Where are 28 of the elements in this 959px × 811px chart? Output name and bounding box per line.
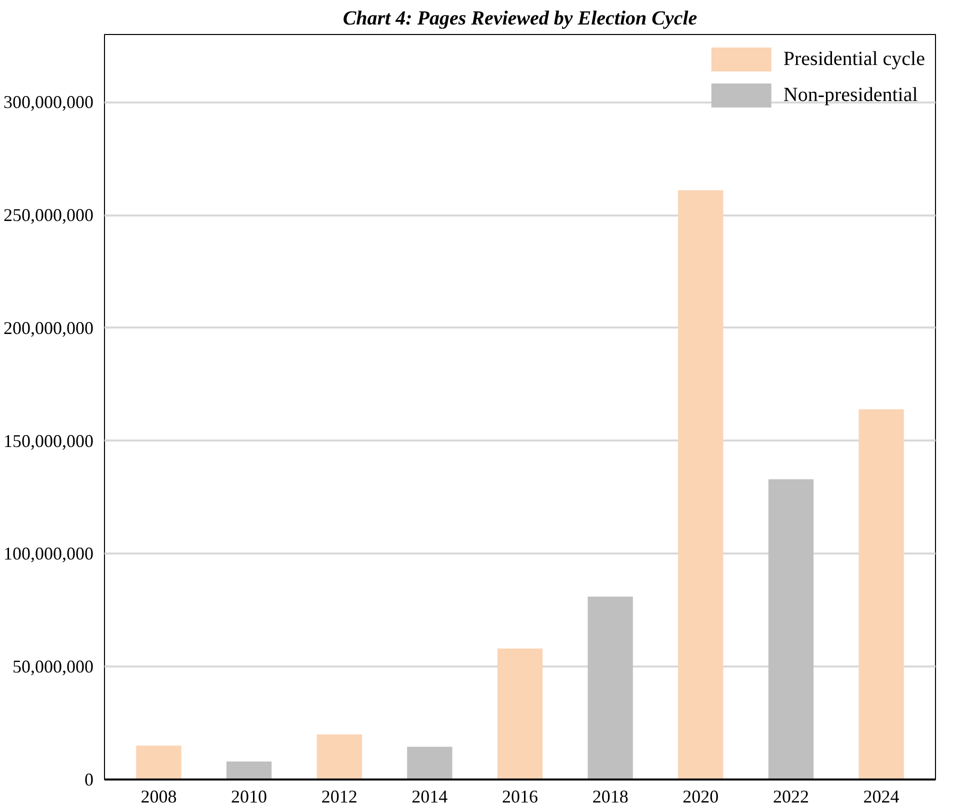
y-tick-label: 300,000,000 xyxy=(4,92,94,112)
bar xyxy=(226,761,272,780)
x-tick-label: 2012 xyxy=(321,786,358,806)
legend-label: Presidential cycle xyxy=(783,48,925,70)
bar xyxy=(588,596,633,780)
bar xyxy=(316,734,362,780)
y-tick-label: 150,000,000 xyxy=(4,430,94,451)
bar xyxy=(678,190,724,780)
chart-title: Chart 4: Pages Reviewed by Election Cycle xyxy=(342,8,698,30)
y-tick-label: 100,000,000 xyxy=(4,544,94,564)
y-tick-label: 50,000,000 xyxy=(12,656,94,677)
x-tick-label: 2022 xyxy=(772,786,809,806)
x-tick-label: 2010 xyxy=(231,786,268,806)
bar xyxy=(497,648,543,780)
y-tick-label: 0 xyxy=(84,770,94,790)
y-tick-label: 250,000,000 xyxy=(4,205,94,226)
x-tick-label: 2020 xyxy=(682,786,719,806)
x-tick-label: 2008 xyxy=(140,786,177,806)
bar xyxy=(768,479,814,780)
x-tick-label: 2018 xyxy=(592,786,628,806)
legend-label: Non-presidential xyxy=(783,84,918,106)
x-tick-label: 2014 xyxy=(412,786,448,806)
x-tick-label: 2024 xyxy=(863,786,900,806)
bar xyxy=(136,746,182,780)
bar xyxy=(407,746,452,780)
x-tick-label: 2016 xyxy=(502,786,538,806)
bar xyxy=(858,409,904,780)
y-tick-label: 200,000,000 xyxy=(4,318,94,338)
